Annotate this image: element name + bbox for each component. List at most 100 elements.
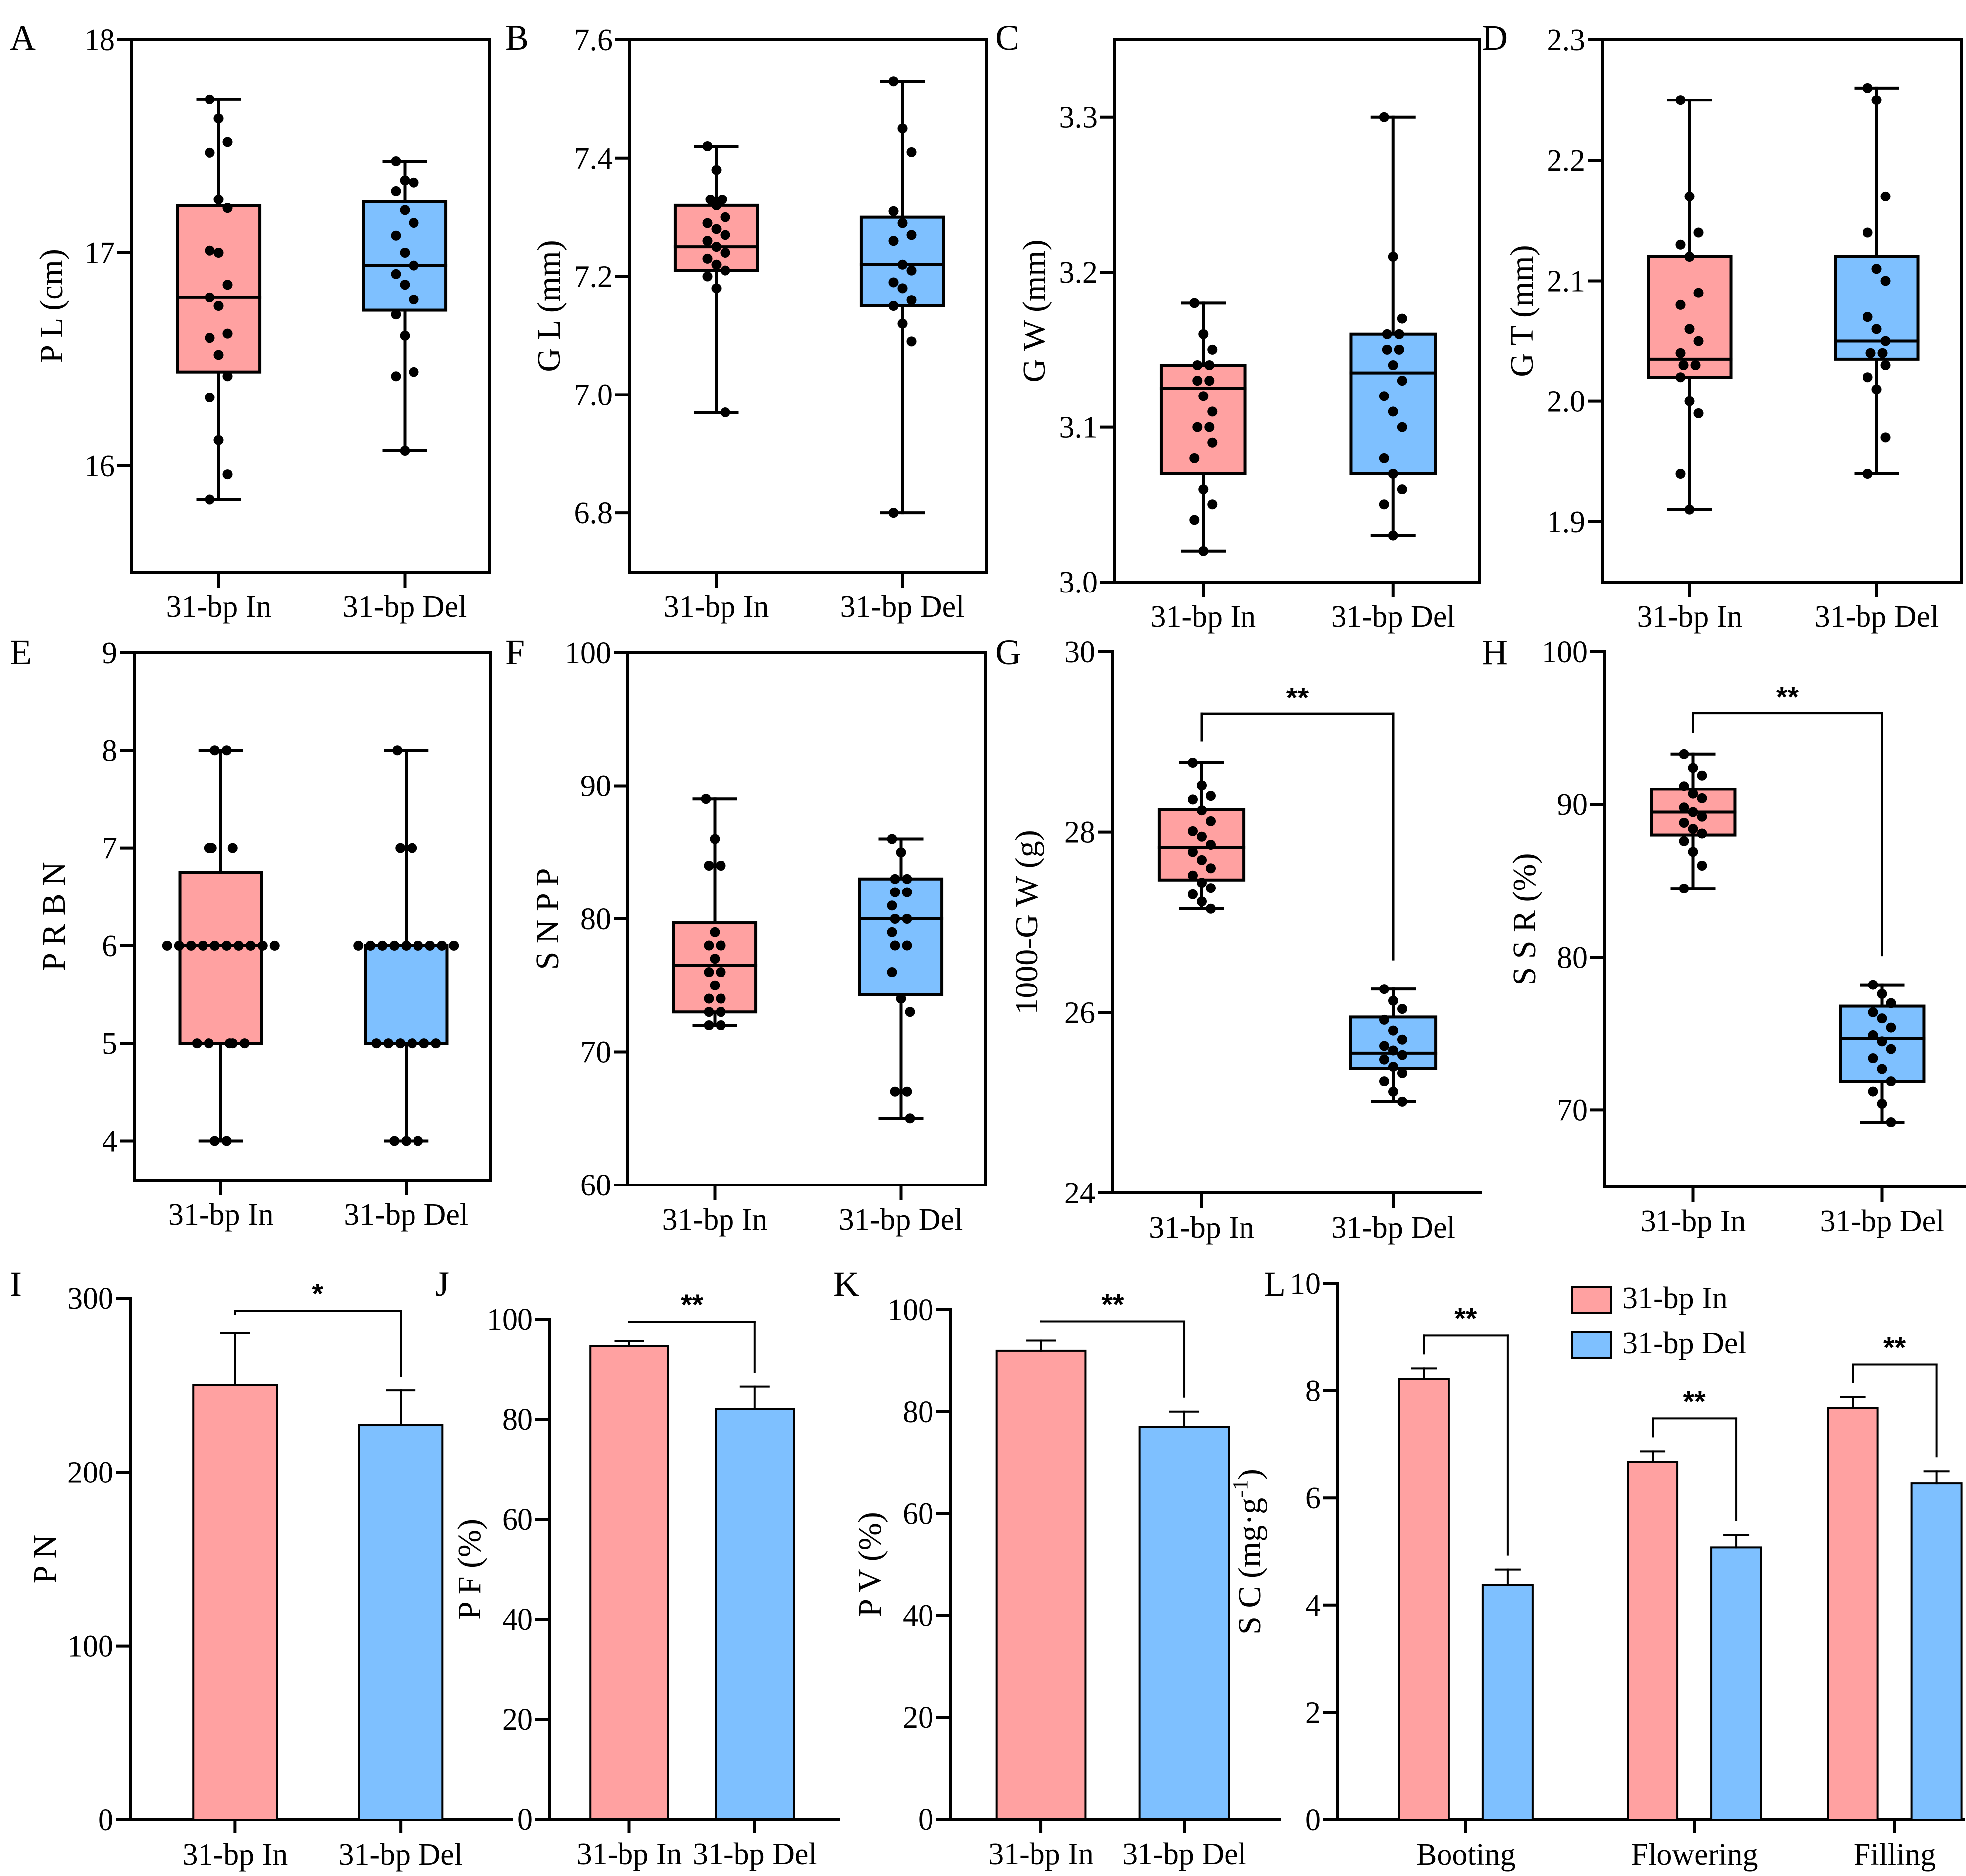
data-point bbox=[1697, 811, 1707, 822]
data-point bbox=[906, 336, 917, 347]
data-point bbox=[1693, 288, 1704, 298]
data-point bbox=[222, 371, 233, 382]
panel-E: E 4 5 6 7 8 9 P R B N 31-bp In 31-bp Del bbox=[10, 632, 492, 1232]
data-point bbox=[1886, 1076, 1896, 1086]
bar bbox=[192, 1384, 278, 1821]
data-point bbox=[887, 900, 897, 911]
data-point bbox=[1388, 469, 1398, 479]
data-point bbox=[1206, 791, 1216, 801]
data-point bbox=[1388, 252, 1398, 262]
y-axis-label: P N bbox=[27, 1535, 63, 1583]
legend-label: 31-bp In bbox=[1622, 1282, 1728, 1315]
data-point bbox=[186, 940, 196, 951]
data-point bbox=[888, 236, 899, 246]
data-point bbox=[205, 333, 215, 343]
y-axis-label: G T (mm) bbox=[1504, 245, 1540, 377]
y-axis-label: S S R (%) bbox=[1506, 853, 1543, 986]
x-tick-label: 31-bp Del bbox=[693, 1837, 817, 1871]
data-point bbox=[409, 218, 419, 228]
data-point bbox=[902, 914, 912, 924]
y-tick-label: 100 bbox=[565, 636, 611, 670]
y-tick-label: 90 bbox=[580, 770, 611, 803]
data-point bbox=[222, 280, 233, 290]
data-point bbox=[1388, 1045, 1398, 1056]
legend-swatch bbox=[1571, 1331, 1612, 1359]
data-point bbox=[1388, 360, 1398, 370]
data-point bbox=[209, 745, 220, 756]
data-point bbox=[449, 940, 459, 951]
panel-H: H 70 80 90 100 S S R (%) 31-bp In 31-bp Del ** bbox=[1482, 632, 1966, 1238]
data-point bbox=[1397, 1068, 1407, 1078]
data-point bbox=[905, 1007, 915, 1017]
data-point bbox=[1868, 1030, 1878, 1040]
data-point bbox=[716, 861, 726, 871]
data-point bbox=[1871, 95, 1882, 105]
data-point bbox=[702, 218, 713, 228]
data-point bbox=[1379, 1054, 1389, 1065]
data-point bbox=[906, 230, 917, 240]
y-tick-label: 3.0 bbox=[1059, 566, 1098, 599]
x-tick-label: 31-bp In bbox=[1150, 600, 1256, 634]
y-tick-label: 0 bbox=[517, 1803, 533, 1837]
y-tick-label: 100 bbox=[67, 1630, 113, 1664]
data-point bbox=[716, 1020, 726, 1030]
y-tick-label: 3.3 bbox=[1059, 101, 1098, 135]
panel-letter: H bbox=[1482, 632, 1508, 672]
data-point bbox=[1679, 818, 1689, 828]
data-point bbox=[1863, 83, 1873, 93]
data-point bbox=[1679, 836, 1689, 846]
data-point bbox=[890, 940, 900, 951]
panel-letter: K bbox=[833, 1264, 859, 1304]
data-point bbox=[407, 1038, 417, 1049]
data-point bbox=[1880, 336, 1891, 346]
data-point bbox=[1688, 763, 1698, 773]
data-point bbox=[1684, 504, 1695, 515]
legend: 31-bp In 31-bp Del bbox=[1571, 1282, 1747, 1360]
y-tick-label: 26 bbox=[1064, 996, 1095, 1030]
significance-marker: ** bbox=[681, 1289, 704, 1321]
y-tick-label: 7.6 bbox=[574, 23, 613, 57]
data-point bbox=[897, 318, 908, 329]
data-point bbox=[702, 236, 713, 246]
data-point bbox=[711, 242, 722, 252]
data-point bbox=[1379, 391, 1389, 401]
data-point bbox=[888, 206, 899, 216]
data-point bbox=[419, 1038, 429, 1049]
data-point bbox=[1388, 1062, 1398, 1072]
data-point bbox=[400, 280, 410, 290]
data-point bbox=[1880, 191, 1891, 201]
data-point bbox=[213, 195, 224, 204]
data-point bbox=[1397, 313, 1407, 324]
data-point bbox=[1388, 995, 1398, 1006]
data-point bbox=[401, 1136, 412, 1146]
y-tick-label: 2 bbox=[1305, 1696, 1321, 1730]
data-point bbox=[711, 165, 722, 175]
box-iqr bbox=[1159, 364, 1247, 475]
bar bbox=[1138, 1426, 1230, 1820]
y-tick-label: 0 bbox=[1305, 1803, 1321, 1837]
y-tick-label: 100 bbox=[1542, 635, 1588, 669]
data-point bbox=[1675, 372, 1686, 383]
data-point bbox=[409, 295, 419, 305]
panel-L: L 0 2 4 6 8 10 S C (mg·g-1) Booting ** Flowering **… bbox=[1228, 1264, 1965, 1872]
x-tick-label: 31-bp In bbox=[664, 590, 769, 624]
significance-marker: ** bbox=[1683, 1385, 1706, 1418]
data-point bbox=[1688, 807, 1698, 817]
x-tick-label: 31-bp In bbox=[1641, 1204, 1746, 1238]
data-point bbox=[425, 940, 435, 951]
data-point bbox=[906, 295, 917, 305]
data-point bbox=[207, 843, 217, 853]
data-point bbox=[1207, 437, 1218, 448]
data-point bbox=[896, 847, 906, 858]
data-point bbox=[1877, 989, 1887, 999]
data-point bbox=[1379, 499, 1389, 510]
significance-marker: ** bbox=[1101, 1288, 1124, 1321]
data-point bbox=[1197, 805, 1207, 816]
y-tick-label: 4 bbox=[102, 1124, 117, 1158]
box-iqr bbox=[1157, 808, 1246, 882]
x-tick-label: 31-bp Del bbox=[1331, 600, 1455, 634]
bar bbox=[1710, 1546, 1762, 1821]
data-point bbox=[1397, 422, 1407, 432]
data-point bbox=[1206, 816, 1216, 826]
